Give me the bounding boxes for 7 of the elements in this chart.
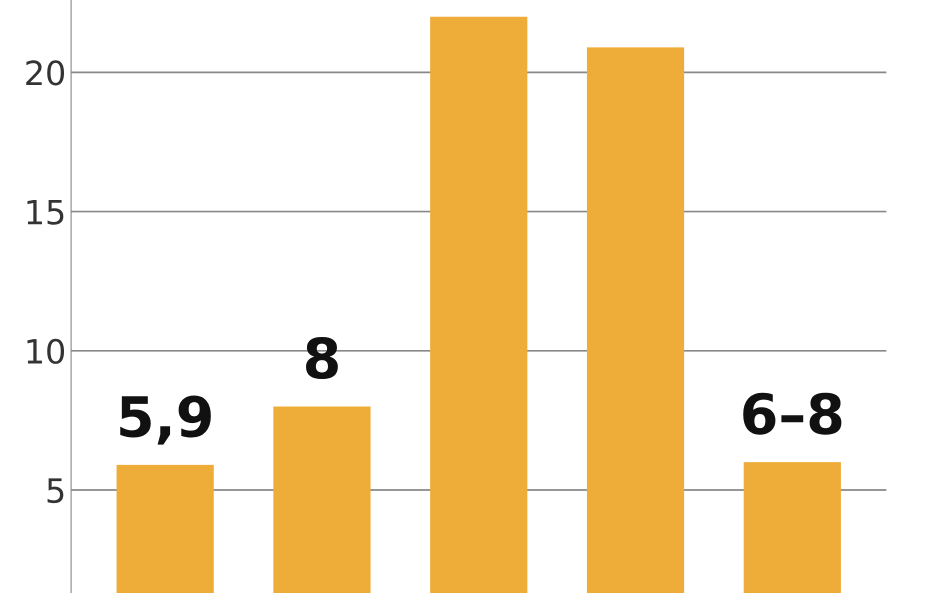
y-tick-label: 15 — [27, 200, 64, 225]
y-tick-label: 20 — [26, 60, 64, 86]
data-label: 5,9 — [120, 396, 211, 445]
data-label: 6–8 — [743, 392, 842, 435]
y-tick-label: 10 — [27, 338, 64, 364]
data-label: 8 — [306, 337, 338, 380]
y-tick-label: 5 — [48, 478, 64, 504]
